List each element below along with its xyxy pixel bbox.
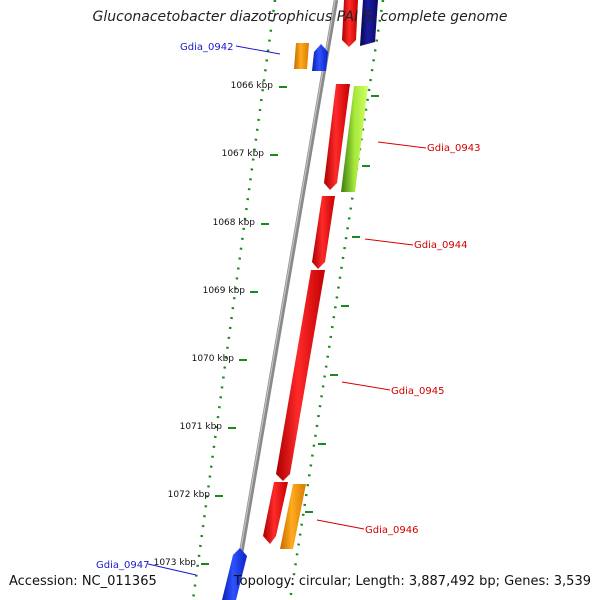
tick-label: 1071 kbp — [180, 422, 223, 432]
outer-dotted-ring-guide — [288, 0, 385, 600]
gene-arrow-gdia-0943[interactable] — [324, 84, 350, 190]
gdia-0944-leader — [364, 238, 414, 246]
tick-labels: 1066 kbp 1067 kbp 1068 kbp 1069 kbp 1070… — [154, 81, 274, 568]
gene-arrow-forward-partial-navy[interactable] — [360, 0, 378, 46]
genome-backbone-highlight — [231, 0, 336, 600]
gene-label-gdia-0946[interactable]: Gdia_0946 — [365, 525, 418, 536]
gene-arrow-gdia-0946[interactable] — [263, 482, 288, 544]
accession-text: Accession: NC_011365 — [9, 574, 157, 589]
tick-label: 1069 kbp — [203, 286, 246, 296]
gene-label-gdia-0943[interactable]: Gdia_0943 — [427, 143, 480, 154]
genome-summary-text: Topology: circular; Length: 3,887,492 bp… — [233, 574, 591, 589]
gene-arrow-gdia-0946-orange[interactable] — [280, 484, 306, 549]
tick-marks — [201, 86, 379, 565]
gene-label-gdia-0944[interactable]: Gdia_0944 — [414, 240, 467, 251]
tick-label: 1068 kbp — [213, 218, 256, 228]
gene-arrow-forward-partial[interactable] — [342, 0, 358, 47]
gdia-0945-leader — [341, 381, 391, 391]
gene-arrow-gdia-0943-lime[interactable] — [341, 86, 368, 192]
gdia-0947-leader — [147, 563, 197, 576]
gene-label-gdia-0945[interactable]: Gdia_0945 — [391, 386, 444, 397]
gene-arrow-gdia-0944[interactable] — [312, 196, 335, 269]
tick-label: 1073 kbp — [154, 558, 197, 568]
gene-label-gdia-0942[interactable]: Gdia_0942 — [180, 42, 233, 53]
gdia-0946-leader — [316, 519, 365, 530]
tick-label: 1066 kbp — [231, 81, 274, 91]
gene-arrow-gdia-0945[interactable] — [276, 270, 325, 481]
gene-label-gdia-0947[interactable]: Gdia_0947 — [96, 560, 149, 571]
gene-arrow-gdia-0942[interactable] — [312, 44, 328, 71]
gene-arrow-gdia-0947[interactable] — [222, 548, 247, 600]
gdia-0942-leader — [235, 45, 281, 55]
gdia-0943-leader — [377, 141, 427, 149]
tick-label: 1070 kbp — [192, 354, 235, 364]
genome-backbone — [230, 0, 339, 600]
genome-title: Gluconacetobacter diazotrophicus PAI 5, … — [92, 9, 508, 25]
tick-label: 1072 kbp — [168, 490, 211, 500]
gene-arrow-gdia-0942-orange[interactable] — [294, 43, 309, 69]
tick-label: 1067 kbp — [222, 149, 265, 159]
inner-dotted-ring-guide — [191, 0, 277, 600]
